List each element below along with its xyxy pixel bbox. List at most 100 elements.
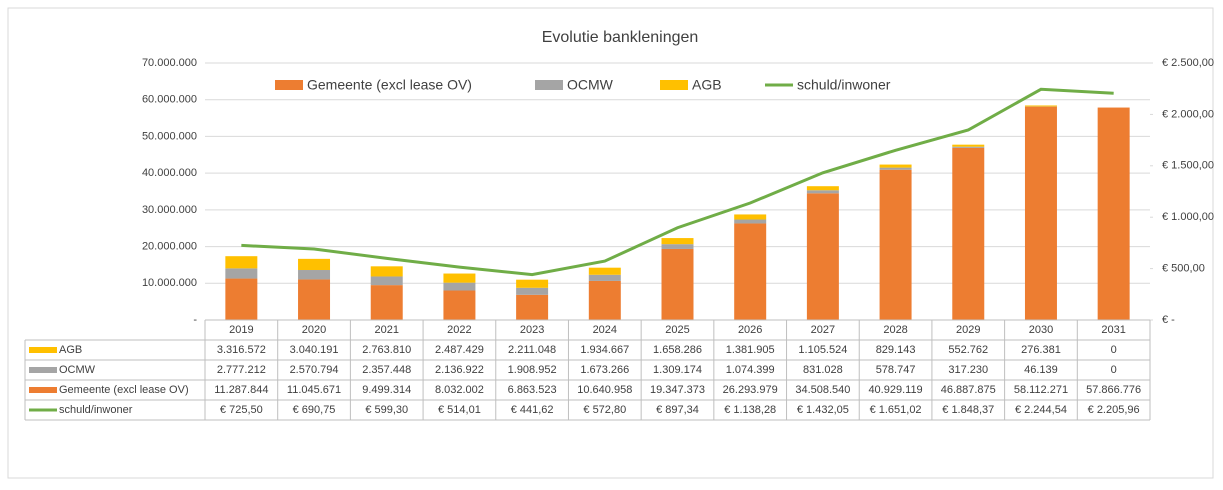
table-cell: € 1.848,37	[942, 404, 994, 416]
x-tick-label: 2028	[883, 324, 907, 336]
table-cell: € 690,75	[293, 404, 336, 416]
legend-marker	[275, 80, 303, 90]
table-cell: 552.762	[948, 344, 988, 356]
bar	[443, 291, 475, 320]
chart-title: Evolutie bankleningen	[542, 29, 699, 46]
table-legend-key	[29, 367, 57, 373]
bar	[516, 288, 548, 295]
bar	[807, 193, 839, 320]
table-cell: 2.570.794	[290, 364, 339, 376]
table-cell: 1.908.952	[508, 364, 557, 376]
table-cell: 58.112.271	[1014, 384, 1068, 396]
bar	[807, 186, 839, 190]
y2-tick-label: € 500,00	[1162, 263, 1205, 275]
table-cell: 8.032.002	[435, 384, 484, 396]
table-cell: 9.499.314	[362, 384, 411, 396]
bar	[1025, 105, 1057, 106]
bar	[589, 281, 621, 320]
table-cell: € 2.244,54	[1015, 404, 1067, 416]
table-cell: 2.487.429	[435, 344, 484, 356]
table-cell: 3.316.572	[217, 344, 266, 356]
table-cell: 19.347.373	[650, 384, 705, 396]
bar	[298, 279, 330, 320]
table-cell: 34.508.540	[795, 384, 850, 396]
bar	[662, 244, 694, 249]
table-cell: € 1.651,02	[870, 404, 922, 416]
bar	[807, 190, 839, 193]
x-tick-label: 2024	[593, 324, 617, 336]
bar	[225, 268, 257, 278]
table-row-label: Gemeente (excl lease OV)	[59, 384, 189, 396]
table-cell: € 572,80	[583, 404, 626, 416]
x-tick-label: 2030	[1029, 324, 1053, 336]
bar	[298, 259, 330, 270]
table-cell: € 725,50	[220, 404, 263, 416]
legend-label: schuld/inwoner	[797, 77, 891, 93]
table-cell: 57.866.776	[1086, 384, 1141, 396]
y-tick-label: -	[193, 314, 197, 326]
bar	[880, 165, 912, 168]
bar	[880, 170, 912, 320]
y2-tick-label: € 2.000,00	[1162, 108, 1214, 120]
table-cell: 11.045.671	[287, 384, 341, 396]
bar	[516, 280, 548, 288]
y-tick-label: 70.000.000	[142, 57, 197, 69]
legend-label: Gemeente (excl lease OV)	[307, 77, 472, 93]
x-tick-label: 2026	[738, 324, 762, 336]
x-tick-label: 2031	[1101, 324, 1125, 336]
table-cell: 10.640.958	[577, 384, 632, 396]
bar	[371, 276, 403, 285]
table-cell: 40.929.119	[868, 384, 922, 396]
y2-tick-label: € 1.000,00	[1162, 211, 1214, 223]
y2-tick-label: € 2.500,00	[1162, 57, 1214, 69]
table-cell: € 1.432,05	[797, 404, 849, 416]
table-cell: 2.136.922	[435, 364, 484, 376]
bar	[1098, 108, 1130, 320]
x-tick-label: 2023	[520, 324, 544, 336]
table-cell: 0	[1111, 344, 1117, 356]
table-cell: 2.763.810	[362, 344, 411, 356]
legend-label: AGB	[692, 77, 722, 93]
x-tick-label: 2027	[811, 324, 835, 336]
bar	[443, 274, 475, 283]
y-tick-label: 60.000.000	[142, 94, 197, 106]
x-tick-label: 2025	[665, 324, 689, 336]
table-cell: 46.887.875	[941, 384, 996, 396]
table-cell: € 514,01	[438, 404, 481, 416]
x-tick-label: 2020	[302, 324, 326, 336]
table-row-label: OCMW	[59, 364, 96, 376]
bar	[371, 266, 403, 276]
table-cell: 1.658.286	[653, 344, 702, 356]
bar	[225, 279, 257, 320]
table-cell: € 599,30	[365, 404, 408, 416]
table-cell: 11.287.844	[214, 384, 268, 396]
table-cell: 276.381	[1021, 344, 1061, 356]
x-tick-label: 2022	[447, 324, 471, 336]
table-cell: 2.777.212	[217, 364, 266, 376]
table-cell: 317.230	[948, 364, 988, 376]
bar	[734, 220, 766, 224]
table-cell: 2.211.048	[508, 344, 556, 356]
y2-tick-label: € 1.500,00	[1162, 160, 1214, 172]
bar	[589, 275, 621, 281]
table-legend-key	[29, 347, 57, 353]
y-tick-label: 40.000.000	[142, 167, 197, 179]
table-cell: € 441,62	[511, 404, 554, 416]
bar	[662, 238, 694, 244]
table-row-label: schuld/inwoner	[59, 404, 133, 416]
y-tick-label: 10.000.000	[142, 277, 197, 289]
table-cell: 831.028	[803, 364, 843, 376]
bar	[443, 283, 475, 291]
bar	[880, 168, 912, 170]
table-legend-key	[29, 387, 57, 393]
table-cell: € 897,34	[656, 404, 699, 416]
y-tick-label: 50.000.000	[142, 130, 197, 142]
legend-marker	[535, 80, 563, 90]
table-cell: 829.143	[876, 344, 916, 356]
table-cell: 1.105.524	[798, 344, 847, 356]
table-cell: 6.863.523	[508, 384, 557, 396]
table-cell: 26.293.979	[723, 384, 778, 396]
bar	[516, 295, 548, 320]
table-cell: 1.934.667	[580, 344, 629, 356]
